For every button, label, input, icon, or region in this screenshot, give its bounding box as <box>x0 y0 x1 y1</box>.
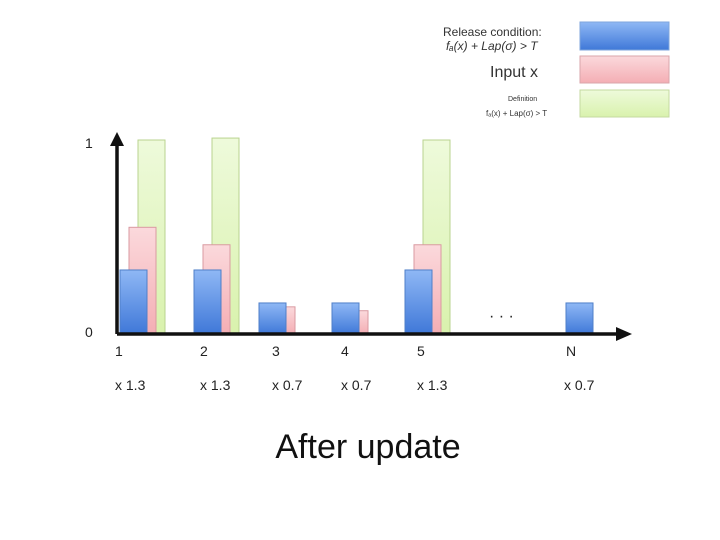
y-top-label: 1 <box>85 135 93 151</box>
legend-swatch-pink <box>579 55 670 84</box>
definition-note-line1: Definition <box>508 96 537 103</box>
bars <box>119 137 594 335</box>
x-tick-label-3: 3 <box>272 343 280 359</box>
bar-blue-4 <box>331 302 360 335</box>
release-condition-formula: fₐ(x) + Lap(σ) > T <box>446 39 539 53</box>
chart-title: After update <box>275 428 461 466</box>
bar-blue-3 <box>258 302 287 335</box>
x-labels: 1 x 1.3 2 x 1.3 3 x 0.7 4 x 0.7 5 x 1.3 Nx 0.7 <box>115 343 595 393</box>
legend-swatch-blue <box>579 21 670 51</box>
x-tick-label-4: 4 <box>341 343 349 359</box>
multiplier-label-N: x 0.7 <box>564 377 595 393</box>
legend: Release condition: fₐ(x) + Lap(σ) > T In… <box>443 21 670 118</box>
definition-note-line2: fₐ(x) + Lap(σ) > T <box>486 109 547 118</box>
y-bottom-label: 0 <box>85 324 93 340</box>
axes <box>110 132 632 341</box>
multiplier-label-4: x 0.7 <box>341 377 372 393</box>
multiplier-label-5: x 1.3 <box>417 377 448 393</box>
x-axis-arrowhead <box>616 327 632 341</box>
x-tick-label-2: 2 <box>200 343 208 359</box>
multiplier-label-1: x 1.3 <box>115 377 146 393</box>
release-condition-label: Release condition: <box>443 25 542 39</box>
bar-blue-N <box>565 302 594 335</box>
legend-swatch-green <box>579 89 670 118</box>
bar-blue-2 <box>193 269 222 335</box>
x-tick-label-N: N <box>566 343 576 359</box>
x-tick-label-1: 1 <box>115 343 123 359</box>
y-axis-arrowhead <box>110 132 124 146</box>
x-tick-label-5: 5 <box>417 343 425 359</box>
ellipsis: · · · <box>489 308 514 325</box>
bar-blue-1 <box>119 269 148 335</box>
multiplier-label-2: x 1.3 <box>200 377 231 393</box>
multiplier-label-3: x 0.7 <box>272 377 303 393</box>
input-x-label: Input x <box>490 64 538 81</box>
bar-blue-5 <box>404 269 433 335</box>
